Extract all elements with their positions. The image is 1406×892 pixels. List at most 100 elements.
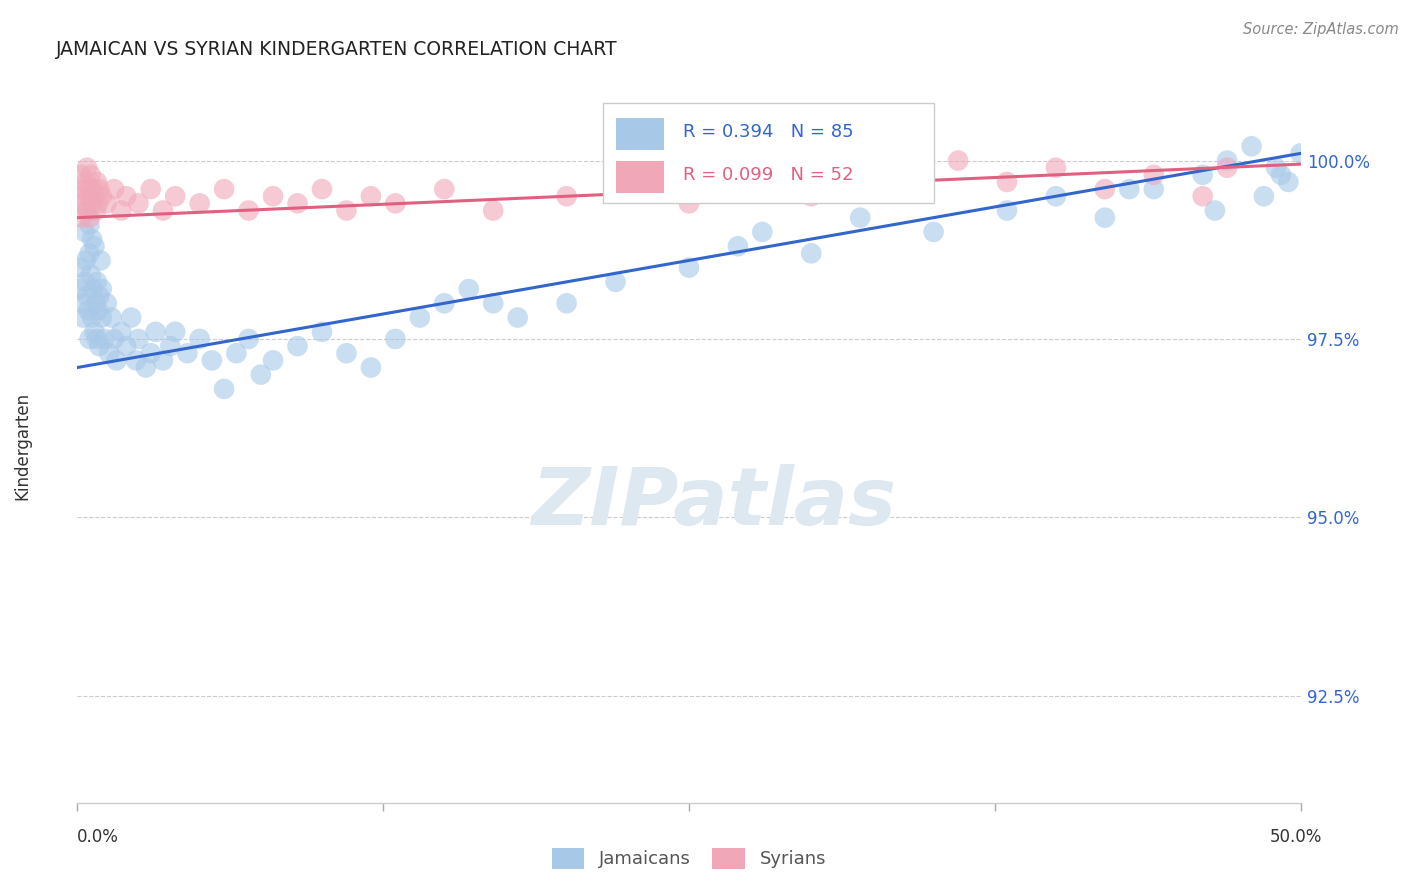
Point <box>311 325 333 339</box>
Point <box>89 289 111 303</box>
Point <box>360 189 382 203</box>
Point <box>76 203 98 218</box>
Point <box>384 196 406 211</box>
Point <box>120 310 142 325</box>
Point <box>335 203 357 218</box>
Point <box>79 246 101 260</box>
Point <box>1045 189 1067 203</box>
Point <box>100 310 122 325</box>
Point <box>433 296 456 310</box>
Point <box>73 275 96 289</box>
Point <box>409 310 432 325</box>
Point <box>262 353 284 368</box>
Text: R = 0.394   N = 85: R = 0.394 N = 85 <box>683 123 853 141</box>
Point <box>287 339 309 353</box>
Point <box>128 196 150 211</box>
Point <box>76 161 98 175</box>
Point <box>82 182 104 196</box>
Point <box>76 289 98 303</box>
Point <box>800 189 823 203</box>
Point <box>72 182 94 196</box>
Point <box>873 168 896 182</box>
Point <box>482 296 505 310</box>
Point <box>262 189 284 203</box>
Point <box>605 175 627 189</box>
Text: JAMAICAN VS SYRIAN KINDERGARTEN CORRELATION CHART: JAMAICAN VS SYRIAN KINDERGARTEN CORRELAT… <box>56 40 617 59</box>
Point <box>555 189 578 203</box>
Point <box>110 325 132 339</box>
Point <box>188 196 211 211</box>
Text: ZIPatlas: ZIPatlas <box>531 464 896 542</box>
Point <box>135 360 157 375</box>
Point <box>77 189 100 203</box>
Point <box>1240 139 1263 153</box>
Point <box>225 346 247 360</box>
Point <box>115 339 138 353</box>
Point <box>73 225 96 239</box>
Point <box>139 346 162 360</box>
Point <box>1216 161 1239 175</box>
Point <box>69 282 91 296</box>
Point <box>70 168 93 182</box>
Point <box>105 353 128 368</box>
Point <box>83 189 105 203</box>
Point <box>605 275 627 289</box>
Point <box>287 196 309 211</box>
Point <box>84 296 107 310</box>
Point <box>83 325 105 339</box>
Point <box>152 203 174 218</box>
Point <box>1191 189 1213 203</box>
Point <box>98 346 121 360</box>
Text: Kindergarten: Kindergarten <box>13 392 31 500</box>
Point <box>238 203 260 218</box>
Point <box>1094 211 1116 225</box>
Point <box>96 296 118 310</box>
Point <box>457 282 479 296</box>
Point <box>115 189 138 203</box>
Point <box>849 211 872 225</box>
Point <box>86 332 108 346</box>
Point <box>70 296 93 310</box>
Point <box>152 353 174 368</box>
Point <box>84 203 107 218</box>
Point <box>506 310 529 325</box>
Bar <box>616 118 665 150</box>
Point <box>75 253 97 268</box>
Point <box>145 325 167 339</box>
Point <box>1143 182 1166 196</box>
Point <box>165 325 187 339</box>
Point <box>96 196 118 211</box>
Point <box>80 196 103 211</box>
Point <box>82 282 104 296</box>
Point <box>89 182 111 196</box>
Point <box>79 218 101 232</box>
Point <box>79 211 101 225</box>
Point <box>201 353 224 368</box>
Point <box>80 168 103 182</box>
Point <box>79 182 101 196</box>
Point <box>77 303 100 318</box>
Point <box>125 353 148 368</box>
Point <box>482 203 505 218</box>
Point <box>995 175 1018 189</box>
Point <box>384 332 406 346</box>
Point <box>87 196 110 211</box>
Bar <box>616 161 665 193</box>
Point <box>75 175 97 189</box>
Point <box>727 182 749 196</box>
Point <box>1191 168 1213 182</box>
Point <box>1265 161 1288 175</box>
Point <box>212 382 235 396</box>
Point <box>70 211 93 225</box>
Point <box>678 260 700 275</box>
Point <box>188 332 211 346</box>
Text: Source: ZipAtlas.com: Source: ZipAtlas.com <box>1243 22 1399 37</box>
Point <box>72 310 94 325</box>
Point <box>90 189 112 203</box>
Point <box>93 332 115 346</box>
Point <box>79 332 101 346</box>
Point <box>311 182 333 196</box>
Point <box>1143 168 1166 182</box>
Point <box>87 303 110 318</box>
Point <box>360 360 382 375</box>
